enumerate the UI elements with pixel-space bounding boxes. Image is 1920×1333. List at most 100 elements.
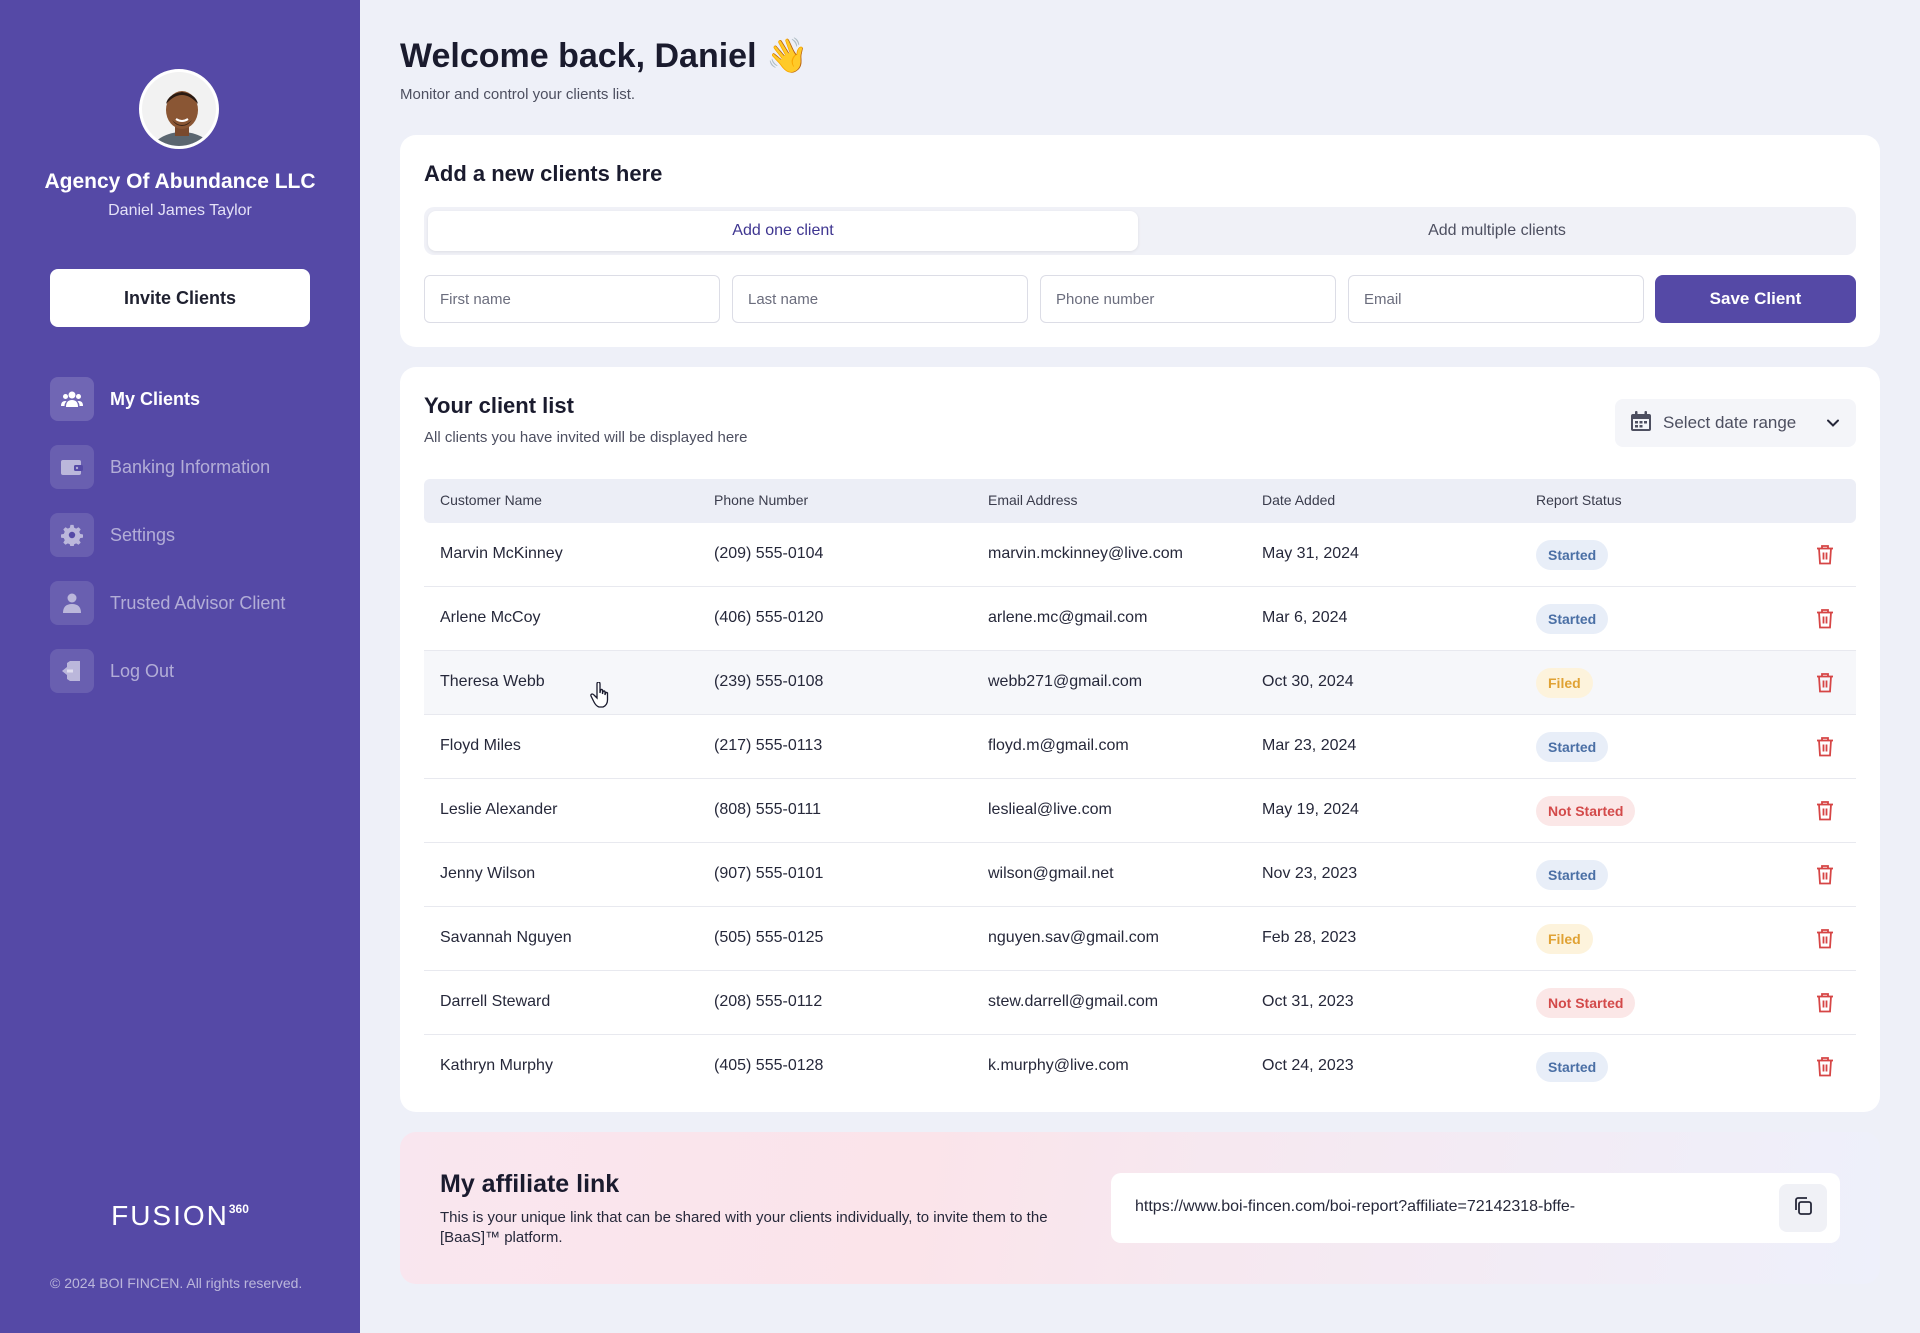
customer-name-cell: Kathryn Murphy (440, 1057, 553, 1074)
trash-icon[interactable] (1816, 1056, 1834, 1082)
nav-label: My Clients (110, 388, 201, 409)
trash-icon[interactable] (1816, 992, 1834, 1018)
page-title: Welcome back, Daniel 👋 (400, 37, 809, 75)
table-row[interactable]: Savannah Nguyen (505) 555-0125 nguyen.sav@… (424, 907, 1856, 971)
table-row[interactable]: Floyd Miles (217) 555-0113 floyd.m@gmail.c… (424, 715, 1856, 779)
copy-icon (1793, 1196, 1813, 1221)
phone-number-cell: (217) 555-0113 (714, 737, 823, 754)
date-added-cell: Mar 23, 2024 (1262, 737, 1357, 754)
nav-item-settings[interactable]: Settings (50, 513, 340, 557)
date-range-label: Select date range (1663, 413, 1797, 432)
date-added-cell: Nov 23, 2023 (1262, 865, 1358, 882)
date-range-select[interactable]: Select date range (1615, 399, 1856, 447)
trash-icon[interactable] (1816, 800, 1834, 826)
table-row[interactable]: Leslie Alexander (808) 555-0111 leslieal@l… (424, 779, 1856, 843)
phone-number-cell: (808) 555-0111 (714, 801, 822, 818)
customer-name-cell: Arlene McCoy (440, 609, 541, 626)
date-added-cell: May 31, 2024 (1262, 545, 1359, 562)
nav-label: Banking Information (110, 456, 271, 477)
table-row[interactable]: Marvin McKinney (209) 555-0104 marvin.mcki… (424, 523, 1856, 587)
nav-item-banking-information[interactable]: Banking Information (50, 445, 340, 489)
add-client-tabs: Add one client Add multiple clients (424, 207, 1856, 255)
add-client-card: Add a new clients here Add one client Ad… (400, 135, 1880, 347)
save-client-button[interactable]: Save Client (1655, 275, 1856, 323)
phone-number-cell: (406) 555-0120 (714, 609, 824, 626)
email-address-cell: wilson@gmail.net (988, 865, 1114, 882)
invite-clients-button[interactable]: Invite Clients (50, 269, 310, 327)
status-badge: Started (1536, 540, 1609, 570)
email-address-cell: marvin.mckinney@live.com (988, 545, 1183, 562)
affiliate-link-box: https://www.boi-fincen.com/boi-report?af… (1111, 1173, 1840, 1243)
client-list-card: Your client list All clients you have in… (400, 367, 1880, 1112)
date-added-cell: Mar 6, 2024 (1262, 609, 1348, 626)
status-badge: Not Started (1536, 988, 1636, 1018)
user-icon (50, 581, 94, 625)
email-address-cell: k.murphy@live.com (988, 1057, 1129, 1074)
logout-icon (50, 649, 94, 693)
email-address-cell: nguyen.sav@gmail.com (988, 929, 1159, 946)
column-header: Date Added (1262, 492, 1336, 508)
table-row[interactable]: Darrell Steward (208) 555-0112 stew.darrel… (424, 971, 1856, 1035)
trash-icon[interactable] (1816, 608, 1834, 634)
sidebar-nav: My Clients Banking Information Settings (50, 377, 340, 717)
calendar-icon (1631, 410, 1651, 436)
email-input[interactable] (1348, 275, 1644, 323)
page-subtitle: Monitor and control your clients list. (400, 86, 636, 103)
trash-icon[interactable] (1816, 928, 1834, 954)
affiliate-url[interactable]: https://www.boi-fincen.com/boi-report?af… (1135, 1198, 1576, 1215)
table-row[interactable]: Arlene McCoy (406) 555-0120 arlene.mc@gmai… (424, 587, 1856, 651)
trash-icon[interactable] (1816, 736, 1834, 762)
email-address-cell: arlene.mc@gmail.com (988, 609, 1148, 626)
nav-item-log-out[interactable]: Log Out (50, 649, 340, 693)
column-header: Phone Number (714, 492, 809, 508)
status-badge: Not Started (1536, 796, 1636, 826)
date-added-cell: May 19, 2024 (1262, 801, 1359, 818)
nav-label: Log Out (110, 660, 175, 681)
first-name-input[interactable] (424, 275, 720, 323)
avatar[interactable] (139, 69, 219, 149)
date-added-cell: Oct 31, 2023 (1262, 993, 1354, 1010)
phone-number-input[interactable] (1040, 275, 1336, 323)
date-added-cell: Oct 30, 2024 (1262, 673, 1354, 690)
table-row[interactable]: Theresa Webb (239) 555-0108 webb271@gmail.… (424, 651, 1856, 715)
hand-cursor-icon (590, 681, 612, 713)
customer-name-cell: Savannah Nguyen (440, 929, 572, 946)
customer-name-cell: Jenny Wilson (440, 865, 536, 882)
column-header: Email Address (988, 492, 1078, 508)
wallet-icon (50, 445, 94, 489)
table-row[interactable]: Kathryn Murphy (405) 555-0128 k.murphy@liv… (424, 1035, 1856, 1099)
status-badge: Started (1536, 1052, 1609, 1082)
trash-icon[interactable] (1816, 544, 1834, 570)
copy-link-button[interactable] (1779, 1184, 1827, 1232)
user-name: Daniel James Taylor (108, 202, 252, 219)
phone-number-cell: (209) 555-0104 (714, 545, 824, 562)
tab-add-multiple-clients[interactable]: Add multiple clients (1428, 222, 1566, 239)
trash-icon[interactable] (1816, 672, 1834, 698)
logo-text: FUSION (111, 1200, 229, 1231)
sidebar: Agency Of Abundance LLC Daniel James Tay… (0, 0, 360, 1333)
tab-add-one-client[interactable]: Add one client (428, 211, 1138, 251)
trash-icon[interactable] (1816, 864, 1834, 890)
customer-name-cell: Darrell Steward (440, 993, 551, 1010)
nav-item-trusted-advisor-client[interactable]: Trusted Advisor Client (50, 581, 340, 625)
phone-number-cell: (907) 555-0101 (714, 865, 824, 882)
table-row[interactable]: Jenny Wilson (907) 555-0101 wilson@gmail.n… (424, 843, 1856, 907)
copyright: © 2024 BOI FINCEN. All rights reserved. (50, 1275, 303, 1291)
org-name: Agency Of Abundance LLC (44, 170, 316, 193)
chevron-down-icon (1826, 415, 1840, 435)
gear-icon (50, 513, 94, 557)
status-badge: Filed (1536, 668, 1593, 698)
column-header: Customer Name (440, 492, 542, 508)
nav-label: Trusted Advisor Client (110, 592, 286, 613)
date-added-cell: Oct 24, 2023 (1262, 1057, 1354, 1074)
nav-item-my-clients[interactable]: My Clients (50, 377, 340, 421)
last-name-input[interactable] (732, 275, 1028, 323)
affiliate-title: My affiliate link (440, 1170, 620, 1198)
add-client-title: Add a new clients here (424, 161, 663, 186)
column-header: Report Status (1536, 492, 1622, 508)
status-badge: Started (1536, 860, 1609, 890)
phone-number-cell: (505) 555-0125 (714, 929, 824, 946)
logo-sup: 360 (228, 1202, 249, 1216)
affiliate-card: My affiliate link This is your unique li… (400, 1132, 1880, 1284)
client-table-body: Marvin McKinney (209) 555-0104 marvin.mcki… (424, 523, 1856, 1099)
